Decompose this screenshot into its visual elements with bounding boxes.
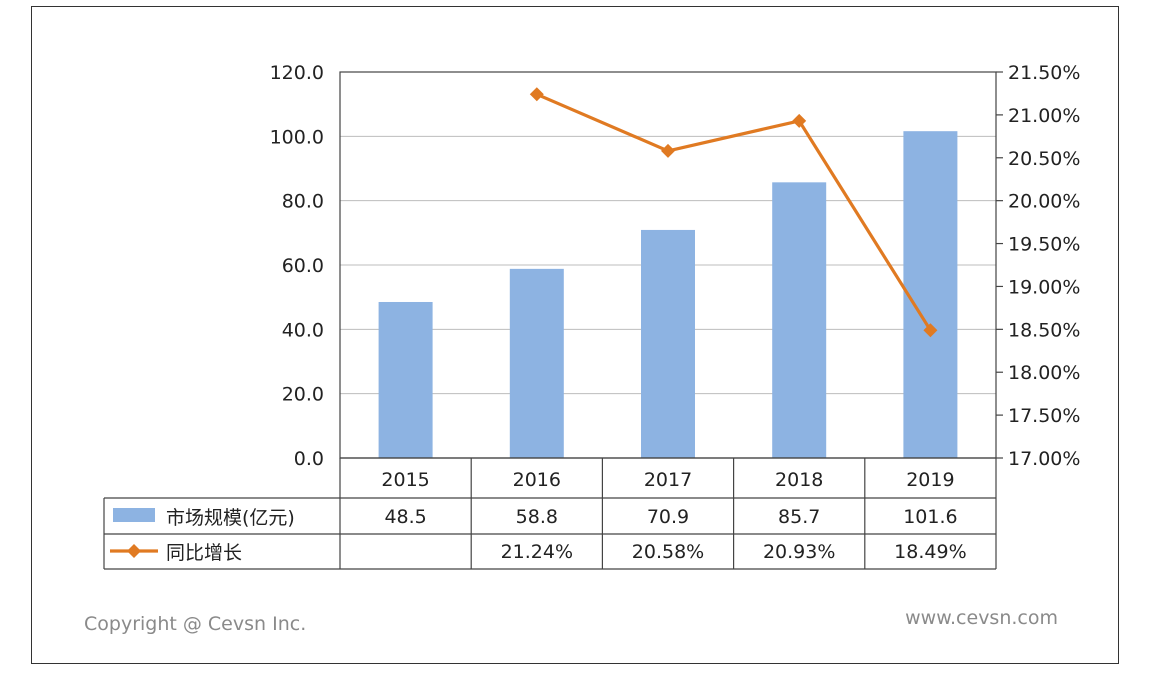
- copyright-text: Copyright @ Cevsn Inc.: [84, 613, 306, 635]
- bar: [903, 131, 958, 459]
- left-tick-label: 20.0: [282, 384, 324, 406]
- growth-value-label: 20.58%: [632, 541, 704, 563]
- category-label: 2017: [644, 469, 692, 491]
- category-label: 2018: [775, 469, 823, 491]
- left-tick-label: 120.0: [270, 62, 324, 84]
- legend-bar-label: 市场规模(亿元): [166, 507, 295, 529]
- line-series: [529, 87, 938, 338]
- growth-line: [536, 92, 932, 332]
- right-tick-label: 19.50%: [1008, 234, 1080, 256]
- right-tick-label: 19.00%: [1008, 276, 1080, 298]
- right-tick-label: 18.50%: [1008, 319, 1080, 341]
- bar: [378, 301, 433, 458]
- right-tick-label: 18.00%: [1008, 362, 1080, 384]
- bar-value-label: 85.7: [778, 506, 820, 528]
- line-point: [792, 113, 807, 128]
- line-point: [661, 143, 675, 158]
- category-label: 2015: [381, 469, 429, 491]
- bar-series: [378, 131, 958, 459]
- line-point: [529, 87, 544, 102]
- category-label: 2019: [906, 469, 954, 491]
- left-tick-label: 0.0: [294, 448, 324, 470]
- left-tick-label: 60.0: [282, 255, 324, 277]
- left-tick-label: 40.0: [282, 319, 324, 341]
- line-point: [923, 323, 938, 338]
- bar-value-label: 58.8: [516, 506, 558, 528]
- right-tick-label: 17.50%: [1008, 405, 1080, 427]
- growth-value-label: 21.24%: [501, 541, 573, 563]
- bar-value-label: 48.5: [384, 506, 426, 528]
- right-axis: 17.00% 17.50% 18.00% 18.50% 19.00% 19.50% 20.0…: [996, 62, 1080, 470]
- bar: [509, 268, 564, 458]
- right-tick-label: 20.50%: [1008, 148, 1080, 170]
- growth-value-label: 18.49%: [894, 541, 966, 563]
- right-tick-label: 17.00%: [1008, 448, 1080, 470]
- right-tick-label: 21.00%: [1008, 105, 1080, 127]
- legend-line-marker: [127, 544, 141, 558]
- bar-value-label: 101.6: [903, 506, 957, 528]
- bar: [641, 229, 695, 458]
- legend-bar-key: [113, 508, 155, 522]
- legend-line-label: 同比增长: [166, 542, 242, 564]
- left-tick-label: 80.0: [282, 191, 324, 213]
- left-tick-label: 100.0: [270, 126, 324, 148]
- bar-value-label: 70.9: [647, 506, 689, 528]
- right-tick-label: 21.50%: [1008, 62, 1080, 84]
- right-tick-label: 20.00%: [1008, 191, 1080, 213]
- growth-value-label: 20.93%: [763, 541, 835, 563]
- category-label: 2016: [513, 469, 561, 491]
- website-text: www.cevsn.com: [905, 607, 1058, 629]
- left-axis: 0.0 20.0 40.0 60.0 80.0 100.0 120.0: [270, 62, 324, 470]
- bar: [772, 182, 827, 458]
- data-table: 2015 2016 2017 2018 2019 48.5 58.8 70.9 85.7 101.…: [103, 457, 997, 570]
